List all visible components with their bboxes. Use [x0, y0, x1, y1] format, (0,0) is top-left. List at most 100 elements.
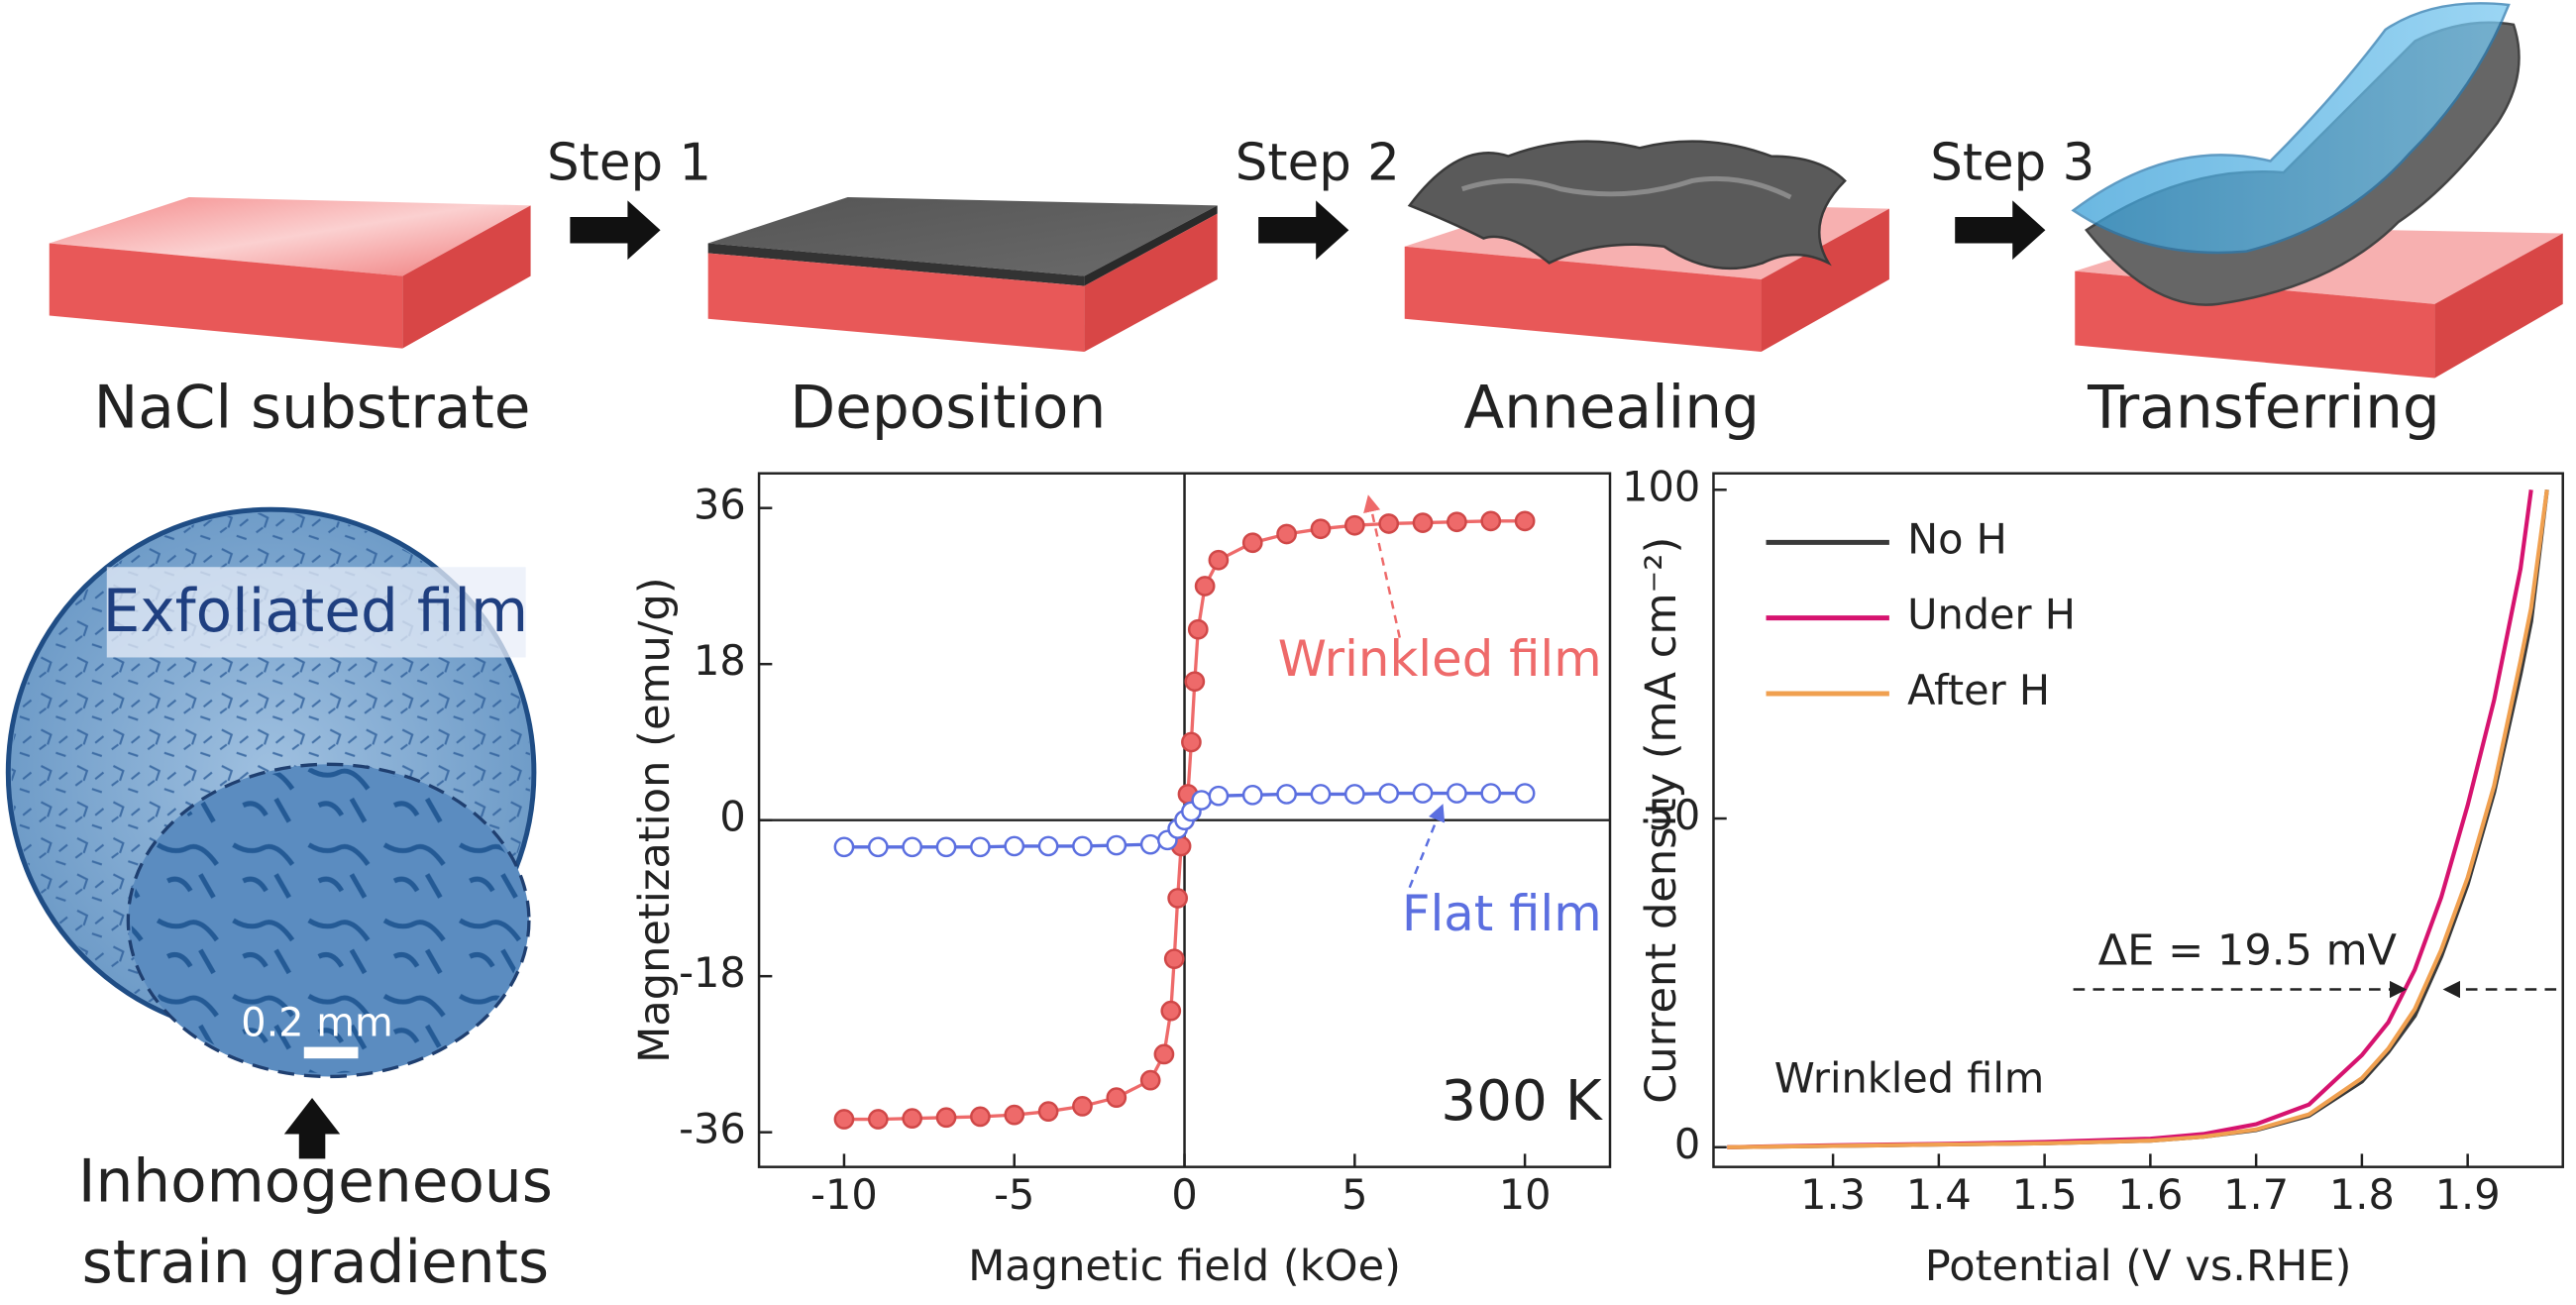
y-tick-label: -18 — [679, 949, 746, 997]
data-point — [902, 836, 923, 858]
x-tick-label: 0 — [1171, 1171, 1197, 1219]
data-point — [902, 1108, 923, 1130]
x-tick-label: -10 — [810, 1171, 878, 1219]
data-point — [1310, 784, 1332, 805]
annotation: Wrinkled film — [1278, 630, 1602, 688]
data-point — [1241, 784, 1263, 806]
data-point — [1072, 835, 1093, 857]
data-point — [1208, 549, 1230, 571]
legend-label: No H — [1907, 515, 2007, 563]
step-arrows — [570, 200, 2046, 261]
y-tick-label: 0 — [1674, 1121, 1700, 1168]
data-point — [1163, 948, 1185, 970]
x-tick-label: 1.3 — [1800, 1171, 1866, 1219]
annotation-arrow — [1363, 494, 1401, 638]
step-label: Step 2 — [1235, 134, 1400, 193]
data-point — [1004, 835, 1025, 857]
data-point — [1241, 532, 1263, 554]
stage-label: Annealing — [1463, 374, 1760, 442]
series-line — [1727, 489, 2549, 1149]
data-point — [1276, 784, 1297, 805]
slab-4 — [2071, 2, 2563, 379]
y-tick-label: 100 — [1622, 463, 1700, 510]
y-tick-label: 36 — [694, 482, 746, 529]
data-point — [1037, 1101, 1059, 1123]
micrograph-label: Exfoliated film — [103, 578, 529, 646]
stage-label: NaCl substrate — [94, 374, 531, 442]
annotation: Wrinkled film — [1774, 1054, 2044, 1102]
legend-label: Under H — [1907, 592, 2076, 639]
series-line — [1727, 489, 2549, 1149]
x-tick-label: 10 — [1499, 1171, 1552, 1219]
data-point — [1447, 511, 1467, 533]
data-point — [935, 836, 957, 858]
data-point — [1167, 888, 1189, 909]
x-tick-label: 1.9 — [2435, 1171, 2501, 1219]
data-point — [1378, 513, 1400, 534]
data-point — [1160, 1000, 1182, 1022]
step-label: Step 3 — [1930, 134, 2094, 193]
scale-bar-label: 0.2 mm — [241, 1001, 392, 1046]
y-axis-label: Magnetization (emu/g) — [630, 577, 680, 1062]
x-tick-label: 1.8 — [2329, 1171, 2395, 1219]
y-tick-label: -36 — [679, 1106, 746, 1153]
data-point — [1187, 618, 1209, 640]
caption: Inhomogeneous — [78, 1148, 553, 1217]
data-point — [1412, 512, 1434, 533]
y-axis-label: Current density (mA cm⁻²) — [1637, 537, 1686, 1104]
slab-1 — [49, 197, 531, 349]
data-point — [1480, 510, 1502, 532]
process-labels: NaCl substrate Deposition Annealing Transfe… — [94, 134, 2440, 443]
data-point — [1378, 783, 1400, 804]
data-point — [1139, 833, 1161, 855]
y-tick-label: 0 — [719, 794, 745, 841]
x-tick-label: 1.5 — [2012, 1171, 2078, 1219]
x-axis-label: Magnetic field (kOe) — [968, 1242, 1401, 1291]
y-tick-label: 50 — [1648, 792, 1700, 839]
data-point — [1106, 834, 1127, 856]
data-point — [1343, 784, 1365, 805]
micrograph-labels: Exfoliated film 0.2 mm Inhomogeneous strain… — [78, 578, 553, 1297]
series-line — [1727, 489, 2533, 1149]
data-point — [1412, 783, 1434, 804]
data-point — [1181, 731, 1202, 753]
data-point — [1194, 576, 1216, 597]
data-point — [867, 836, 889, 858]
plot-frame — [1712, 472, 2564, 1168]
charts: -10 -5 0 5 10 -36 -18 0 18 36 Magnetic field (kOe)… — [630, 463, 2564, 1291]
data-point — [1343, 514, 1365, 536]
legend-label: After H — [1907, 667, 2050, 714]
data-point — [1191, 790, 1213, 811]
slab-2 — [707, 197, 1218, 352]
slab-3 — [1404, 140, 1889, 352]
x-tick-label: 1.4 — [1906, 1171, 1972, 1219]
caption: strain gradients — [82, 1229, 549, 1297]
data-point — [1208, 785, 1230, 807]
step-label: Step 1 — [547, 134, 711, 193]
data-point — [1276, 523, 1297, 545]
micrograph — [5, 506, 537, 1159]
x-axis-label: Potential (V vs.RHE) — [1925, 1242, 2352, 1291]
data-point — [867, 1109, 889, 1130]
data-point — [833, 1109, 855, 1130]
y-tick-label: 18 — [694, 637, 746, 685]
stage-label: Deposition — [790, 374, 1106, 442]
stage-label: Transferring — [2087, 374, 2440, 442]
data-point — [1310, 518, 1332, 540]
x-tick-label: 1.7 — [2223, 1171, 2289, 1219]
annotation-arrow — [1408, 804, 1446, 889]
data-point — [1106, 1087, 1127, 1109]
data-point — [1153, 1043, 1175, 1065]
annotation: 300 K — [1441, 1069, 1603, 1134]
data-point — [1004, 1104, 1025, 1126]
data-point — [1514, 510, 1536, 532]
annotation: ΔE = 19.5 mV — [2098, 926, 2398, 976]
x-tick-label: 1.6 — [2117, 1171, 2183, 1219]
data-point — [1072, 1096, 1093, 1117]
data-point — [970, 1106, 991, 1128]
x-tick-label: 5 — [1342, 1171, 1367, 1219]
data-point — [1447, 783, 1467, 804]
data-point — [935, 1107, 957, 1129]
annotation: Flat film — [1402, 885, 1602, 942]
